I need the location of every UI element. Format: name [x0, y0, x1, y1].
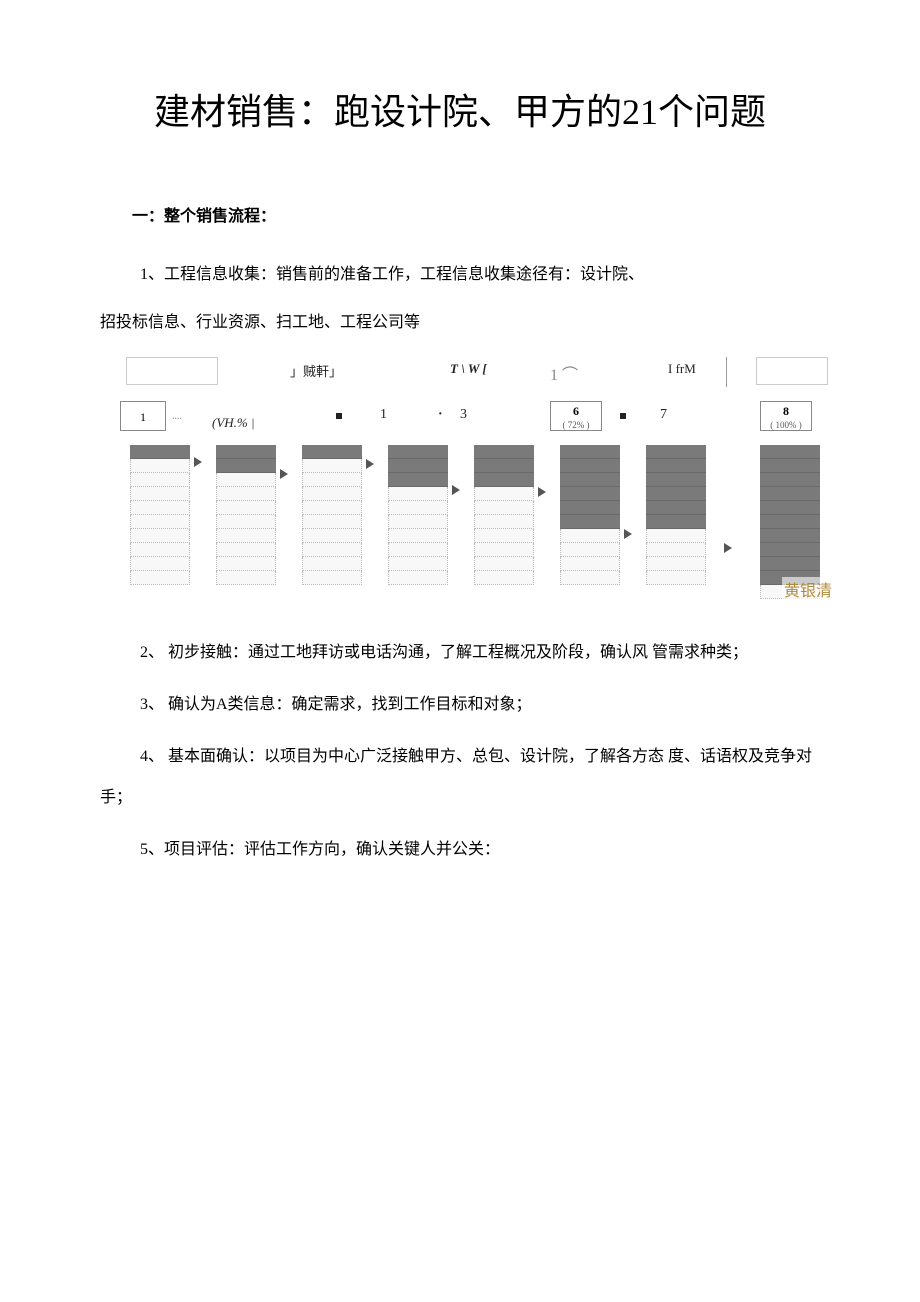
diagram-mid-row: 1 .... (VH.% | 1 · 3 6 ( 72% ) 7 8 ( 100… [120, 401, 840, 435]
paragraph-4: 4、 基本面确认：以项目为中心广泛接触甲方、总包、设计院，了解各方态 度、话语权… [100, 736, 820, 819]
paragraph-5: 5、项目评估：评估工作方向，确认关键人并公关： [100, 829, 820, 871]
diagram-mid-box-6-num: 6 [551, 404, 601, 418]
diagram-bar-8 [760, 445, 820, 599]
diagram-mid-dots-1: .... [172, 411, 182, 422]
diagram-mid-num-1: 1 [380, 407, 387, 423]
diagram-top-text-3: I frM [668, 361, 696, 377]
diagram-bars [120, 445, 840, 600]
diagram-top-text-1: 」贼軒」 [290, 361, 342, 380]
diagram-top-text-2: T \ W [ [450, 361, 487, 377]
page-title: 建材销售：跑设计院、甲方的21个问题 [100, 84, 820, 142]
diagram-arrow-6 [624, 529, 632, 539]
diagram-mid-bullet-3: · [438, 407, 443, 423]
diagram-bar-3 [302, 445, 362, 585]
diagram-bar-1 [130, 445, 190, 585]
diagram-bar-5 [474, 445, 534, 585]
document-page: 建材销售：跑设计院、甲方的21个问题 一：整个销售流程： 1、工程信息收集：销售… [0, 0, 920, 940]
diagram-top-box-8 [756, 357, 828, 385]
diagram-bar-6 [560, 445, 620, 585]
diagram-top-tick [726, 357, 735, 387]
diagram-mid-box-6-sub: ( 72% ) [551, 418, 601, 432]
diagram-watermark: 黄银清 [782, 577, 834, 601]
diagram-mid-vh: (VH.% | [212, 415, 255, 431]
diagram-mid-square-2 [620, 413, 626, 419]
paragraph-2: 2、 初步接触：通过工地拜访或电话沟通，了解工程概况及阶段，确认风 管需求种类； [100, 632, 820, 674]
diagram-top-box-1 [126, 357, 218, 385]
diagram-top-row: 」贼軒」 T \ W [ 1 ⌒ I frM [120, 357, 840, 387]
sales-process-diagram: 」贼軒」 T \ W [ 1 ⌒ I frM 1 .... (VH.% | 1 … [120, 357, 840, 607]
diagram-mid-box-8-sub: ( 100% ) [761, 418, 811, 432]
diagram-arrow-3 [366, 459, 374, 469]
paragraph-1-line1: 1、工程信息收集：销售前的准备工作，工程信息收集途径有：设计院、 [100, 256, 820, 294]
diagram-mid-box-6: 6 ( 72% ) [550, 401, 602, 431]
diagram-mid-box-1: 1 [120, 401, 166, 431]
diagram-mid-box-8-num: 8 [761, 404, 811, 418]
diagram-arrow-2 [280, 469, 288, 479]
paragraph-3: 3、 确认为A类信息：确定需求，找到工作目标和对象； [100, 684, 820, 726]
diagram-arrow-4 [452, 485, 460, 495]
diagram-mid-num-3: 3 [460, 407, 467, 423]
diagram-bar-2 [216, 445, 276, 585]
paragraph-1-line2: 招投标信息、行业资源、扫工地、工程公司等 [100, 304, 820, 342]
diagram-bar-4 [388, 445, 448, 585]
diagram-bar-7 [646, 445, 706, 585]
diagram-arrow-1 [194, 457, 202, 467]
diagram-mid-box-8: 8 ( 100% ) [760, 401, 812, 431]
diagram-arrow-7 [724, 543, 732, 553]
section-heading-1: 一：整个销售流程： [100, 202, 820, 226]
diagram-mid-square-1 [336, 413, 342, 419]
diagram-mid-num-7: 7 [660, 407, 667, 423]
diagram-arrow-5 [538, 487, 546, 497]
diagram-top-faint: 1 ⌒ [550, 361, 578, 385]
